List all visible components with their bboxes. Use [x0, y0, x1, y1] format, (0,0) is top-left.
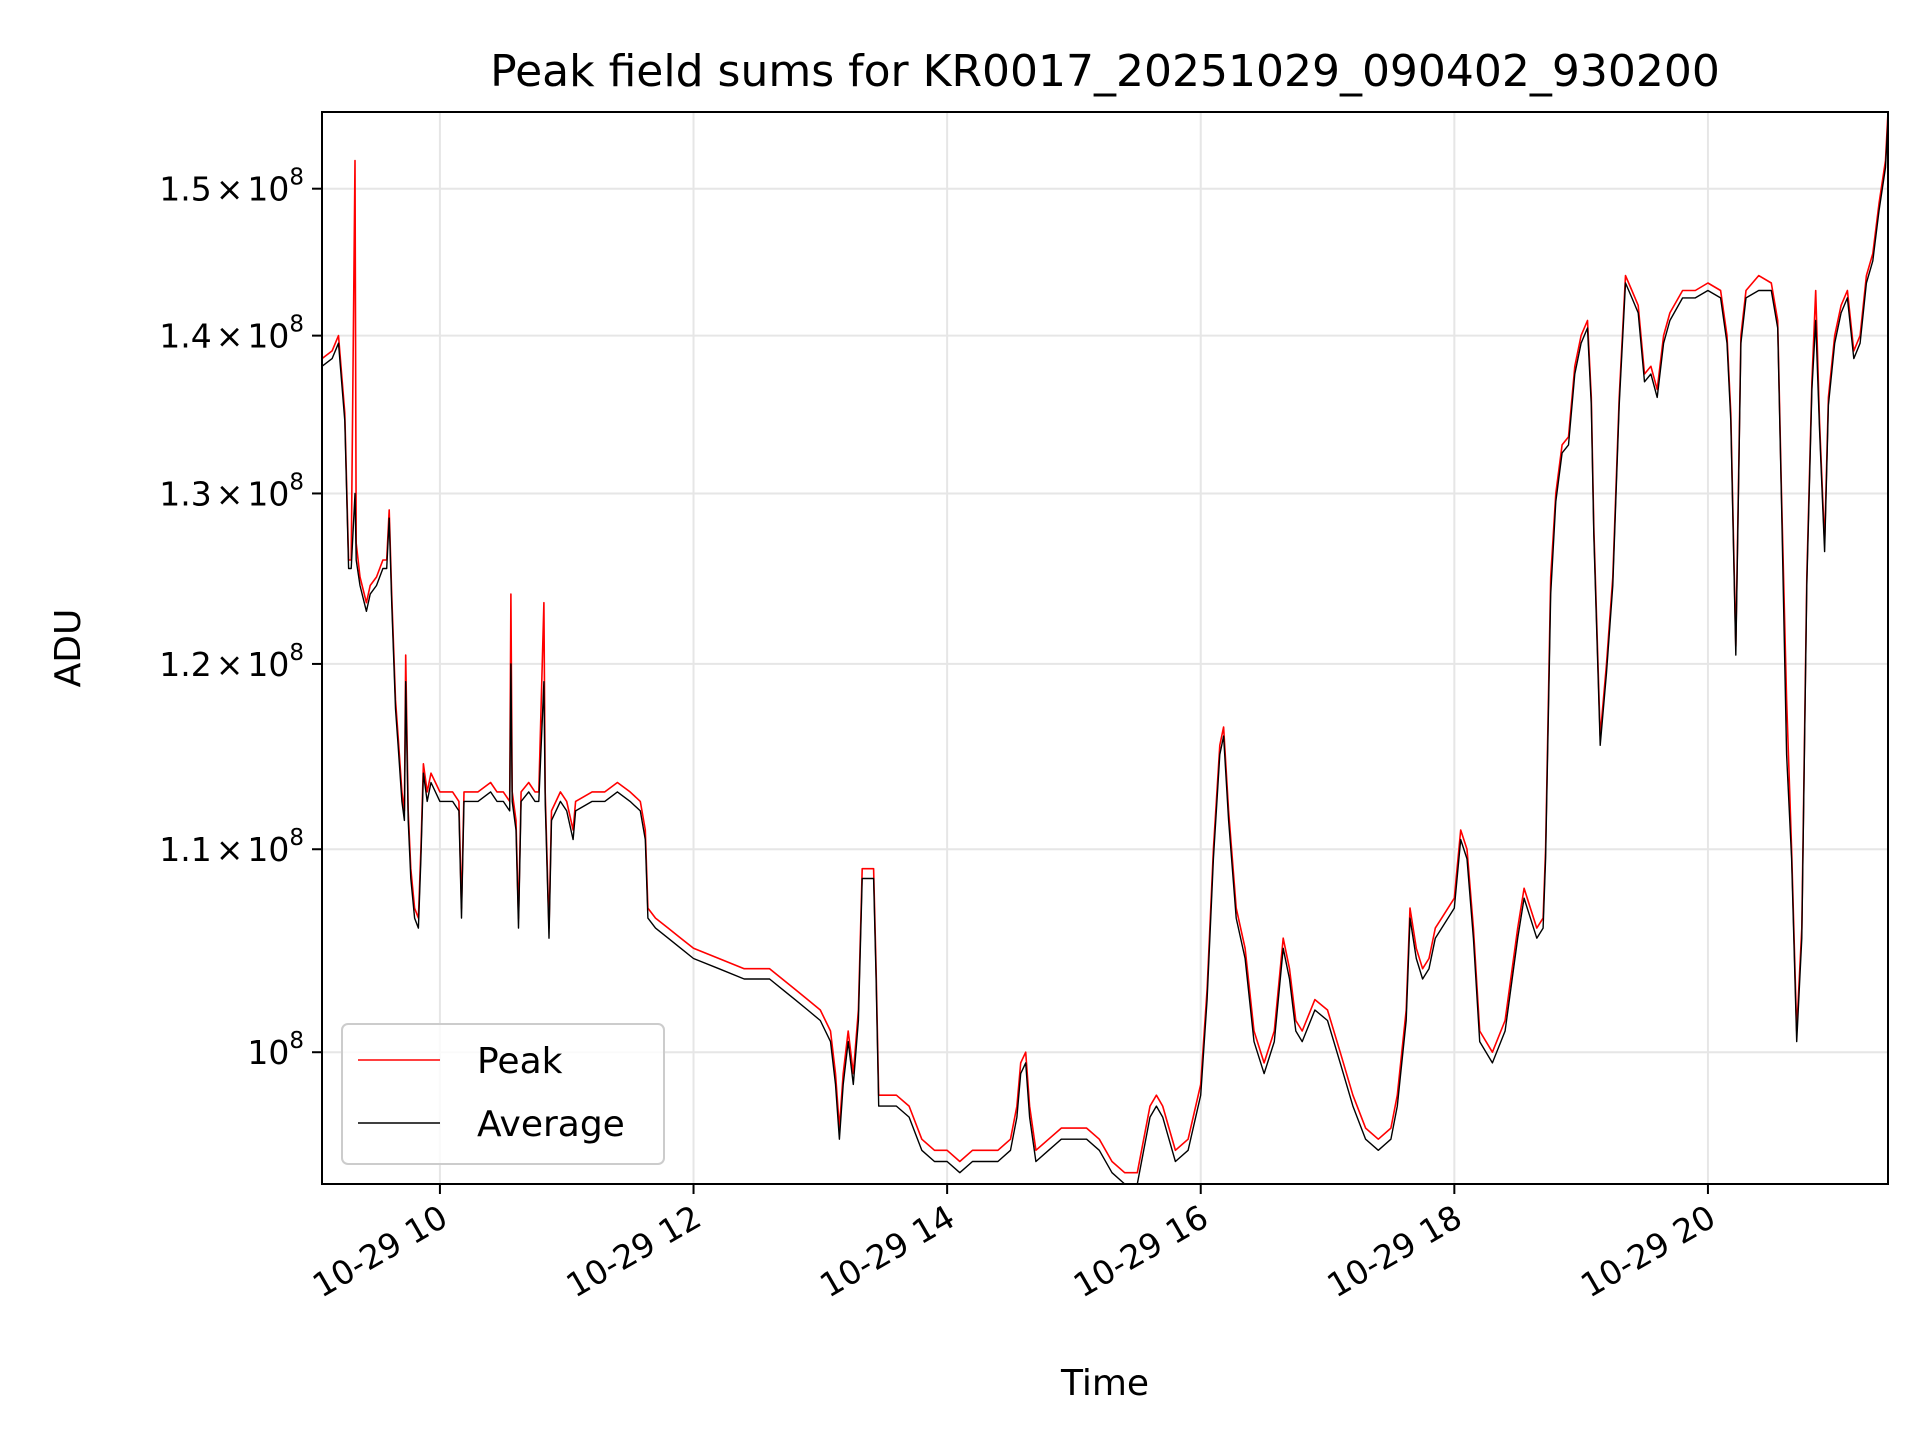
- y-tick-mantissa: 1.3: [159, 474, 211, 513]
- y-tick-exp: 8: [289, 1028, 304, 1054]
- y-tick-times: ×: [216, 317, 244, 356]
- y-tick-label: 1.1 × 108: [159, 825, 304, 869]
- y-tick-base: 10: [247, 170, 289, 209]
- y-tick-base: 10: [247, 830, 289, 869]
- series-layer: [321, 111, 1889, 1185]
- y-tick-label: 108: [247, 1028, 304, 1072]
- x-axis-title: Time: [1060, 1363, 1149, 1404]
- y-tick-mantissa: 1.4: [159, 317, 211, 356]
- y-tick-exp: 8: [289, 165, 304, 191]
- y-tick-base: 10: [247, 645, 289, 684]
- y-tick-exp: 8: [289, 640, 304, 666]
- y-tick-mantissa: 1.1: [159, 830, 211, 869]
- y-tick-exp: 8: [289, 825, 304, 851]
- legend: Peak Average: [341, 1023, 665, 1165]
- y-tick-label: 1.4 × 108: [159, 312, 304, 356]
- y-tick-times: ×: [216, 830, 244, 869]
- y-tick-label: 1.3 × 108: [159, 469, 304, 513]
- y-tick-exp: 8: [289, 469, 304, 495]
- y-tick-times: ×: [216, 645, 244, 684]
- y-tick-label: 1.5 × 108: [159, 165, 304, 209]
- y-tick-mantissa: 1.5: [159, 170, 211, 209]
- y-tick-base: 10: [247, 317, 289, 356]
- series-line-average: [321, 118, 1889, 1185]
- series-line-peak: [321, 111, 1889, 1174]
- y-tick-mantissa: 1.2: [159, 645, 211, 684]
- axis-ticks: [312, 187, 1709, 1194]
- legend-label-peak: Peak: [477, 1041, 563, 1082]
- y-axis-title: ADU: [48, 609, 89, 688]
- y-tick-exp: 8: [289, 312, 304, 338]
- y-tick-times: ×: [216, 474, 244, 513]
- chart-title: Peak field sums for KR0017_20251029_0904…: [490, 46, 1720, 97]
- legend-label-average: Average: [477, 1104, 625, 1145]
- y-tick-base: 10: [247, 474, 289, 513]
- y-tick-base: 10: [247, 1033, 289, 1072]
- legend-box: [341, 1023, 665, 1165]
- y-tick-label: 1.2 × 108: [159, 640, 304, 684]
- y-tick-times: ×: [216, 170, 244, 209]
- plot-area-frame: [321, 111, 1889, 1185]
